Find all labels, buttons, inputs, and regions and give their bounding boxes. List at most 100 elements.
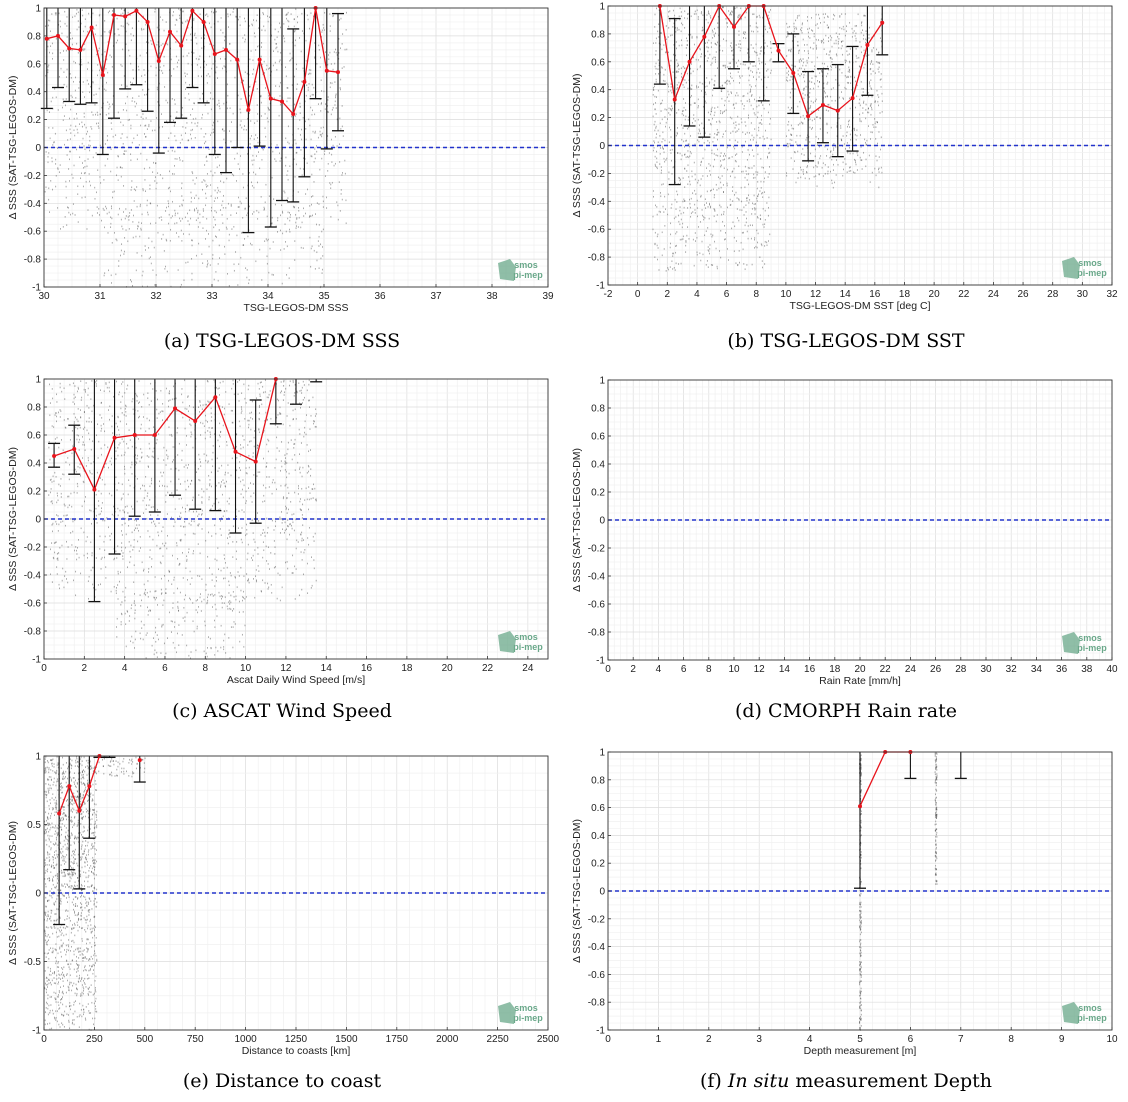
scatter-point — [722, 220, 724, 223]
scatter-point — [709, 113, 711, 116]
scatter-point — [749, 199, 751, 201]
scatter-point — [664, 80, 666, 82]
scatter-point — [150, 202, 152, 205]
scatter-point — [253, 19, 254, 21]
scatter-point — [788, 120, 790, 123]
scatter-point — [176, 65, 178, 68]
scatter-point — [794, 160, 795, 162]
scatter-point — [185, 464, 187, 467]
scatter-point — [220, 17, 222, 19]
scatter-point — [177, 557, 179, 560]
scatter-point — [201, 496, 203, 499]
scatter-point — [685, 156, 687, 159]
scatter-point — [227, 202, 229, 205]
scatter-point — [661, 48, 663, 51]
scatter-point — [658, 64, 660, 67]
scatter-point — [110, 222, 112, 225]
scatter-point — [758, 126, 760, 129]
scatter-point — [656, 157, 658, 160]
scatter-point — [61, 32, 63, 35]
scatter-point — [655, 113, 657, 115]
scatter-point — [329, 25, 331, 27]
scatter-point — [105, 382, 107, 384]
caption-b: (b) TSG-LEGOS-DM SST — [564, 330, 1128, 352]
scatter-point — [306, 498, 308, 501]
scatter-point — [233, 269, 235, 272]
scatter-point — [105, 205, 107, 208]
scatter-point — [228, 239, 230, 242]
scatter-point — [335, 48, 337, 51]
scatter-point — [802, 64, 804, 67]
scatter-point — [711, 152, 713, 155]
scatter-point — [310, 247, 312, 250]
scatter-point — [740, 118, 742, 120]
mean-point — [257, 57, 262, 62]
y-axis-label: Δ SSS (SAT-TSG-LEGOS-DM) — [571, 74, 583, 218]
scatter-point — [283, 248, 285, 250]
scatter-point — [832, 18, 834, 20]
scatter-point — [95, 557, 97, 559]
scatter-point — [735, 160, 737, 163]
scatter-point — [727, 259, 729, 261]
scatter-point — [730, 132, 732, 134]
scatter-point — [803, 87, 805, 90]
scatter-point — [729, 45, 731, 47]
scatter-point — [715, 43, 716, 45]
scatter-point — [281, 511, 282, 513]
scatter-point — [86, 420, 88, 423]
scatter-point — [821, 62, 823, 65]
scatter-point — [271, 176, 273, 179]
y-tick-label: -0.8 — [588, 253, 606, 264]
scatter-point — [856, 84, 858, 87]
scatter-point — [250, 181, 252, 184]
scatter-point — [666, 82, 668, 85]
scatter-point — [139, 54, 141, 57]
scatter-point — [700, 195, 702, 198]
scatter-point — [715, 61, 716, 63]
scatter-point — [670, 233, 672, 236]
scatter-point — [220, 173, 222, 176]
scatter-point — [790, 133, 792, 136]
scatter-point — [47, 69, 49, 71]
scatter-point — [791, 40, 793, 42]
scatter-point — [799, 100, 801, 103]
scatter-point — [676, 47, 677, 50]
scatter-point — [293, 443, 295, 445]
scatter-point — [289, 213, 291, 216]
scatter-point — [212, 174, 214, 177]
scatter-point — [757, 241, 758, 244]
scatter-point — [838, 47, 840, 49]
scatter-point — [751, 208, 753, 210]
scatter-point — [205, 459, 207, 462]
scatter-point — [745, 170, 747, 173]
scatter-point — [847, 75, 849, 78]
scatter-point — [188, 233, 190, 236]
scatter-point — [848, 119, 850, 122]
scatter-point — [770, 42, 772, 45]
scatter-point — [207, 73, 209, 75]
scatter-point — [60, 492, 62, 495]
scatter-point — [66, 558, 68, 560]
scatter-point — [264, 127, 266, 129]
scatter-point — [854, 35, 856, 37]
scatter-point — [136, 527, 138, 530]
scatter-point — [693, 117, 695, 120]
scatter-point — [658, 42, 660, 45]
scatter-point — [759, 217, 761, 220]
scatter-point — [831, 182, 833, 185]
scatter-point — [91, 552, 93, 554]
x-tick-label: 16 — [869, 289, 881, 300]
scatter-point — [220, 484, 222, 487]
scatter-point — [320, 257, 322, 260]
scatter-point — [75, 125, 77, 128]
scatter-point — [116, 434, 118, 436]
scatter-point — [868, 37, 870, 39]
scatter-point — [212, 445, 214, 447]
scatter-point — [871, 131, 873, 134]
scatter-point — [295, 227, 297, 229]
scatter-point — [868, 125, 869, 127]
scatter-point — [665, 270, 667, 272]
scatter-point — [839, 14, 841, 17]
scatter-point — [706, 175, 708, 177]
scatter-point — [73, 164, 75, 167]
